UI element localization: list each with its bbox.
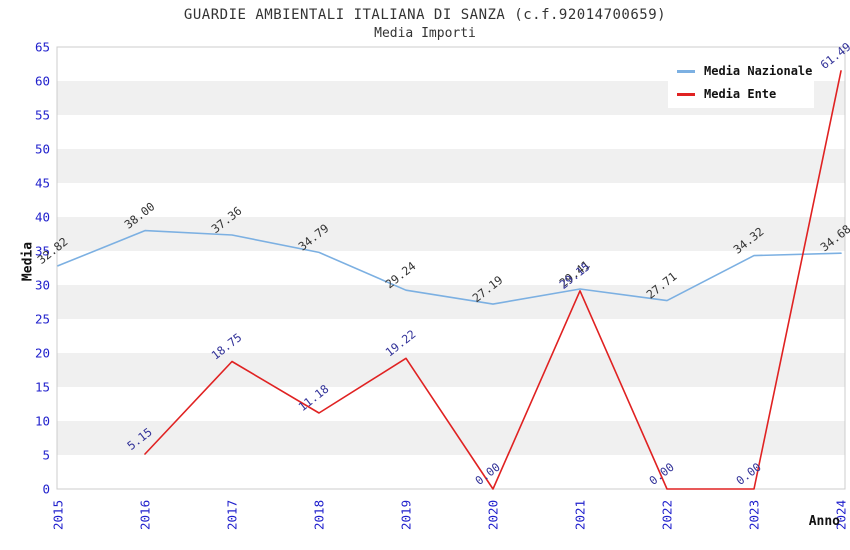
x-tick-label: 2020 bbox=[486, 500, 501, 530]
plot-band bbox=[57, 319, 845, 353]
y-tick-label: 25 bbox=[35, 312, 50, 327]
y-tick-label: 0 bbox=[42, 482, 50, 497]
x-tick-label: 2015 bbox=[51, 500, 66, 530]
y-tick-label: 50 bbox=[35, 142, 50, 157]
plot-band bbox=[57, 455, 845, 489]
y-tick-label: 55 bbox=[35, 108, 50, 123]
x-tick-label: 2017 bbox=[225, 500, 240, 530]
x-tick-label: 2024 bbox=[834, 500, 849, 530]
chart-line-media-nazionale bbox=[57, 229, 842, 305]
x-tick-label: 2016 bbox=[138, 500, 153, 530]
x-tick-label: 2022 bbox=[660, 500, 675, 530]
x-axis-title: Anno bbox=[808, 514, 840, 529]
x-tick-label: 2021 bbox=[573, 500, 588, 530]
y-tick-label: 10 bbox=[35, 414, 50, 429]
legend-label: Media Ente bbox=[704, 87, 777, 101]
legend-swatch-icon bbox=[677, 69, 695, 73]
y-tick-label: 5 bbox=[42, 448, 50, 463]
y-tick-label: 20 bbox=[35, 346, 50, 361]
y-tick-label: 45 bbox=[35, 176, 50, 191]
plot-band bbox=[57, 387, 845, 421]
y-tick-label: 30 bbox=[35, 278, 50, 293]
plot-band bbox=[57, 149, 845, 183]
plot-band bbox=[57, 251, 845, 285]
y-tick-label: 60 bbox=[35, 74, 50, 89]
chart-line-media-ente bbox=[144, 70, 842, 490]
x-tick-label: 2018 bbox=[312, 500, 327, 530]
legend-item-media-ente: Media Ente bbox=[677, 87, 805, 101]
y-tick-label: 15 bbox=[35, 380, 50, 395]
plot-band bbox=[57, 183, 845, 217]
y-tick-label: 65 bbox=[35, 40, 50, 55]
chart-title: GUARDIE AMBIENTALI ITALIANA DI SANZA (c.… bbox=[183, 7, 667, 23]
legend: Media Nazionale Media Ente bbox=[668, 57, 814, 108]
plot-band bbox=[57, 217, 845, 251]
y-tick-label: 40 bbox=[35, 210, 50, 225]
plot-band bbox=[57, 353, 845, 387]
legend-swatch-icon bbox=[677, 92, 695, 96]
plot-band bbox=[57, 285, 845, 319]
legend-label: Media Nazionale bbox=[704, 64, 813, 78]
y-axis-title: Media bbox=[20, 241, 36, 282]
chart-subtitle: Media Importi bbox=[374, 26, 476, 41]
y-tick-label: 35 bbox=[35, 244, 50, 259]
plot-border bbox=[56, 46, 846, 490]
legend-item-media-nazionale: Media Nazionale bbox=[677, 64, 812, 78]
plot-band bbox=[57, 115, 845, 149]
x-tick-label: 2019 bbox=[399, 500, 414, 530]
x-tick-label: 2023 bbox=[747, 500, 762, 530]
